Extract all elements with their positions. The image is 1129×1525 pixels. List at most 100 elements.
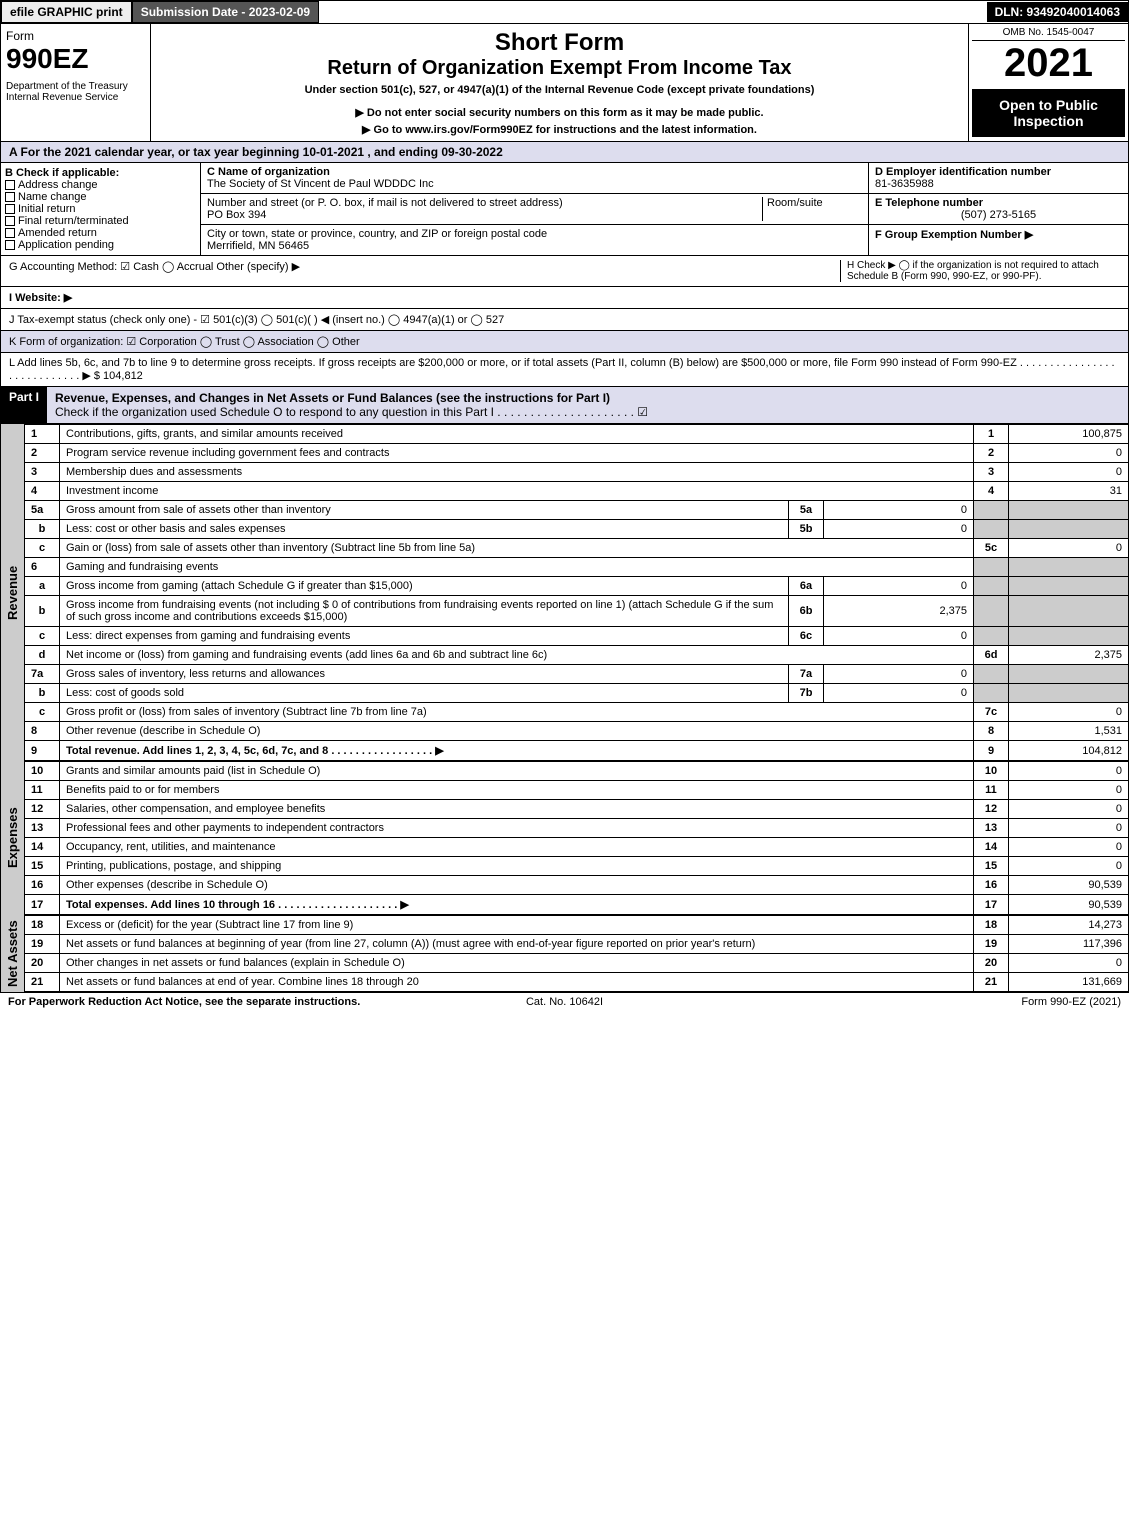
line-8: 8Other revenue (describe in Schedule O)8… bbox=[25, 722, 1129, 741]
line-6b: bGross income from fundraising events (n… bbox=[25, 596, 1129, 627]
org-address: PO Box 394 bbox=[207, 209, 266, 221]
line-9: 9Total revenue. Add lines 1, 2, 3, 4, 5c… bbox=[25, 741, 1129, 761]
subtitle-ssn: ▶ Do not enter social security numbers o… bbox=[156, 106, 963, 119]
line-11: 11Benefits paid to or for members110 bbox=[25, 781, 1129, 800]
section-i: I Website: ▶ bbox=[0, 287, 1129, 309]
revenue-tab: Revenue bbox=[0, 424, 24, 761]
line-2: 2Program service revenue including gover… bbox=[25, 444, 1129, 463]
b-title: B Check if applicable: bbox=[5, 167, 196, 179]
checkbox-application-pending[interactable] bbox=[5, 240, 15, 250]
checkbox-name-change[interactable] bbox=[5, 192, 15, 202]
group-exemption-label: F Group Exemption Number ▶ bbox=[875, 228, 1122, 241]
line-5c: cGain or (loss) from sale of assets othe… bbox=[25, 539, 1129, 558]
form-word: Form bbox=[6, 29, 145, 43]
line-13: 13Professional fees and other payments t… bbox=[25, 819, 1129, 838]
c-addr-label: Number and street (or P. O. box, if mail… bbox=[207, 197, 563, 209]
tel-label: E Telephone number bbox=[875, 197, 1122, 209]
line-5a: 5aGross amount from sale of assets other… bbox=[25, 501, 1129, 520]
line-14: 14Occupancy, rent, utilities, and mainte… bbox=[25, 838, 1129, 857]
part1-label: Part I bbox=[1, 387, 47, 423]
line-12: 12Salaries, other compensation, and empl… bbox=[25, 800, 1129, 819]
line-21: 21Net assets or fund balances at end of … bbox=[25, 973, 1129, 992]
irs-label: Internal Revenue Service bbox=[6, 92, 145, 103]
opt-initial-return: Initial return bbox=[18, 203, 75, 215]
subtitle-section: Under section 501(c), 527, or 4947(a)(1)… bbox=[156, 84, 963, 96]
part1-header: Part I Revenue, Expenses, and Changes in… bbox=[0, 387, 1129, 424]
expenses-tab: Expenses bbox=[0, 761, 24, 915]
form-header: Form 990EZ Department of the Treasury In… bbox=[0, 24, 1129, 142]
line-6: 6Gaming and fundraising events bbox=[25, 558, 1129, 577]
top-bar: efile GRAPHIC print Submission Date - 20… bbox=[0, 0, 1129, 24]
line-5b: bLess: cost or other basis and sales exp… bbox=[25, 520, 1129, 539]
opt-address-change: Address change bbox=[18, 179, 98, 191]
netassets-tab: Net Assets bbox=[0, 915, 24, 992]
line-15: 15Printing, publications, postage, and s… bbox=[25, 857, 1129, 876]
title-short-form: Short Form bbox=[156, 29, 963, 57]
section-h: H Check ▶ ◯ if the organization is not r… bbox=[840, 260, 1120, 282]
org-city: Merrifield, MN 56465 bbox=[207, 240, 862, 252]
tel-value: (507) 273-5165 bbox=[875, 209, 1122, 221]
expenses-section: Expenses 10Grants and similar amounts pa… bbox=[0, 761, 1129, 915]
c-name-label: C Name of organization bbox=[207, 166, 862, 178]
section-a: A For the 2021 calendar year, or tax yea… bbox=[0, 142, 1129, 163]
section-g: G Accounting Method: ☑ Cash ◯ Accrual Ot… bbox=[9, 260, 840, 282]
line-18: 18Excess or (deficit) for the year (Subt… bbox=[25, 916, 1129, 935]
c-city-label: City or town, state or province, country… bbox=[207, 228, 862, 240]
line-20: 20Other changes in net assets or fund ba… bbox=[25, 954, 1129, 973]
checkbox-address-change[interactable] bbox=[5, 180, 15, 190]
room-suite-label: Room/suite bbox=[762, 197, 862, 221]
section-c: C Name of organization The Society of St… bbox=[201, 163, 868, 255]
section-d: D Employer identification number 81-3635… bbox=[868, 163, 1128, 255]
section-l: L Add lines 5b, 6c, and 7b to line 9 to … bbox=[0, 353, 1129, 387]
netassets-table: 18Excess or (deficit) for the year (Subt… bbox=[24, 915, 1129, 992]
dln-label: DLN: 93492040014063 bbox=[987, 2, 1128, 22]
line-19: 19Net assets or fund balances at beginni… bbox=[25, 935, 1129, 954]
line-17: 17Total expenses. Add lines 10 through 1… bbox=[25, 895, 1129, 915]
opt-amended-return: Amended return bbox=[18, 227, 97, 239]
org-name: The Society of St Vincent de Paul WDDDC … bbox=[207, 178, 862, 190]
line-10: 10Grants and similar amounts paid (list … bbox=[25, 762, 1129, 781]
line-16: 16Other expenses (describe in Schedule O… bbox=[25, 876, 1129, 895]
line-3: 3Membership dues and assessments30 bbox=[25, 463, 1129, 482]
info-block: B Check if applicable: Address change Na… bbox=[0, 163, 1129, 256]
subtitle-goto: ▶ Go to www.irs.gov/Form990EZ for instru… bbox=[156, 123, 963, 136]
ein-label: D Employer identification number bbox=[875, 166, 1122, 178]
submission-date-label: Submission Date - 2023-02-09 bbox=[132, 1, 319, 23]
checkbox-initial-return[interactable] bbox=[5, 204, 15, 214]
section-k: K Form of organization: ☑ Corporation ◯ … bbox=[0, 331, 1129, 353]
checkbox-amended-return[interactable] bbox=[5, 228, 15, 238]
efile-print-button[interactable]: efile GRAPHIC print bbox=[1, 1, 132, 23]
checkbox-final-return[interactable] bbox=[5, 216, 15, 226]
footer: For Paperwork Reduction Act Notice, see … bbox=[0, 992, 1129, 1011]
title-return: Return of Organization Exempt From Incom… bbox=[156, 57, 963, 80]
opt-application-pending: Application pending bbox=[18, 239, 114, 251]
line-6d: dNet income or (loss) from gaming and fu… bbox=[25, 646, 1129, 665]
open-inspection: Open to Public Inspection bbox=[972, 89, 1125, 137]
tax-year: 2021 bbox=[972, 41, 1125, 86]
line-6a: aGross income from gaming (attach Schedu… bbox=[25, 577, 1129, 596]
line-7c: cGross profit or (loss) from sales of in… bbox=[25, 703, 1129, 722]
section-j: J Tax-exempt status (check only one) - ☑… bbox=[0, 309, 1129, 331]
line-4: 4Investment income431 bbox=[25, 482, 1129, 501]
website-label: I Website: ▶ bbox=[9, 292, 72, 304]
line-6c: cLess: direct expenses from gaming and f… bbox=[25, 627, 1129, 646]
opt-name-change: Name change bbox=[18, 191, 87, 203]
form-number: 990EZ bbox=[6, 43, 145, 75]
revenue-section: Revenue 1Contributions, gifts, grants, a… bbox=[0, 424, 1129, 761]
opt-final-return: Final return/terminated bbox=[18, 215, 129, 227]
footer-formno: Form 990-EZ (2021) bbox=[750, 996, 1121, 1008]
netassets-section: Net Assets 18Excess or (deficit) for the… bbox=[0, 915, 1129, 992]
line-1: 1Contributions, gifts, grants, and simil… bbox=[25, 425, 1129, 444]
revenue-table: 1Contributions, gifts, grants, and simil… bbox=[24, 424, 1129, 761]
part1-check: Check if the organization used Schedule … bbox=[55, 405, 648, 419]
footer-paperwork: For Paperwork Reduction Act Notice, see … bbox=[8, 996, 379, 1008]
line-7a: 7aGross sales of inventory, less returns… bbox=[25, 665, 1129, 684]
line-7b: bLess: cost of goods sold7b0 bbox=[25, 684, 1129, 703]
part1-title: Revenue, Expenses, and Changes in Net As… bbox=[55, 391, 610, 405]
expenses-table: 10Grants and similar amounts paid (list … bbox=[24, 761, 1129, 915]
omb-label: OMB No. 1545-0047 bbox=[972, 27, 1125, 41]
section-b: B Check if applicable: Address change Na… bbox=[1, 163, 201, 255]
dept-label: Department of the Treasury bbox=[6, 81, 145, 92]
row-gh: G Accounting Method: ☑ Cash ◯ Accrual Ot… bbox=[0, 256, 1129, 287]
ein-value: 81-3635988 bbox=[875, 178, 1122, 190]
